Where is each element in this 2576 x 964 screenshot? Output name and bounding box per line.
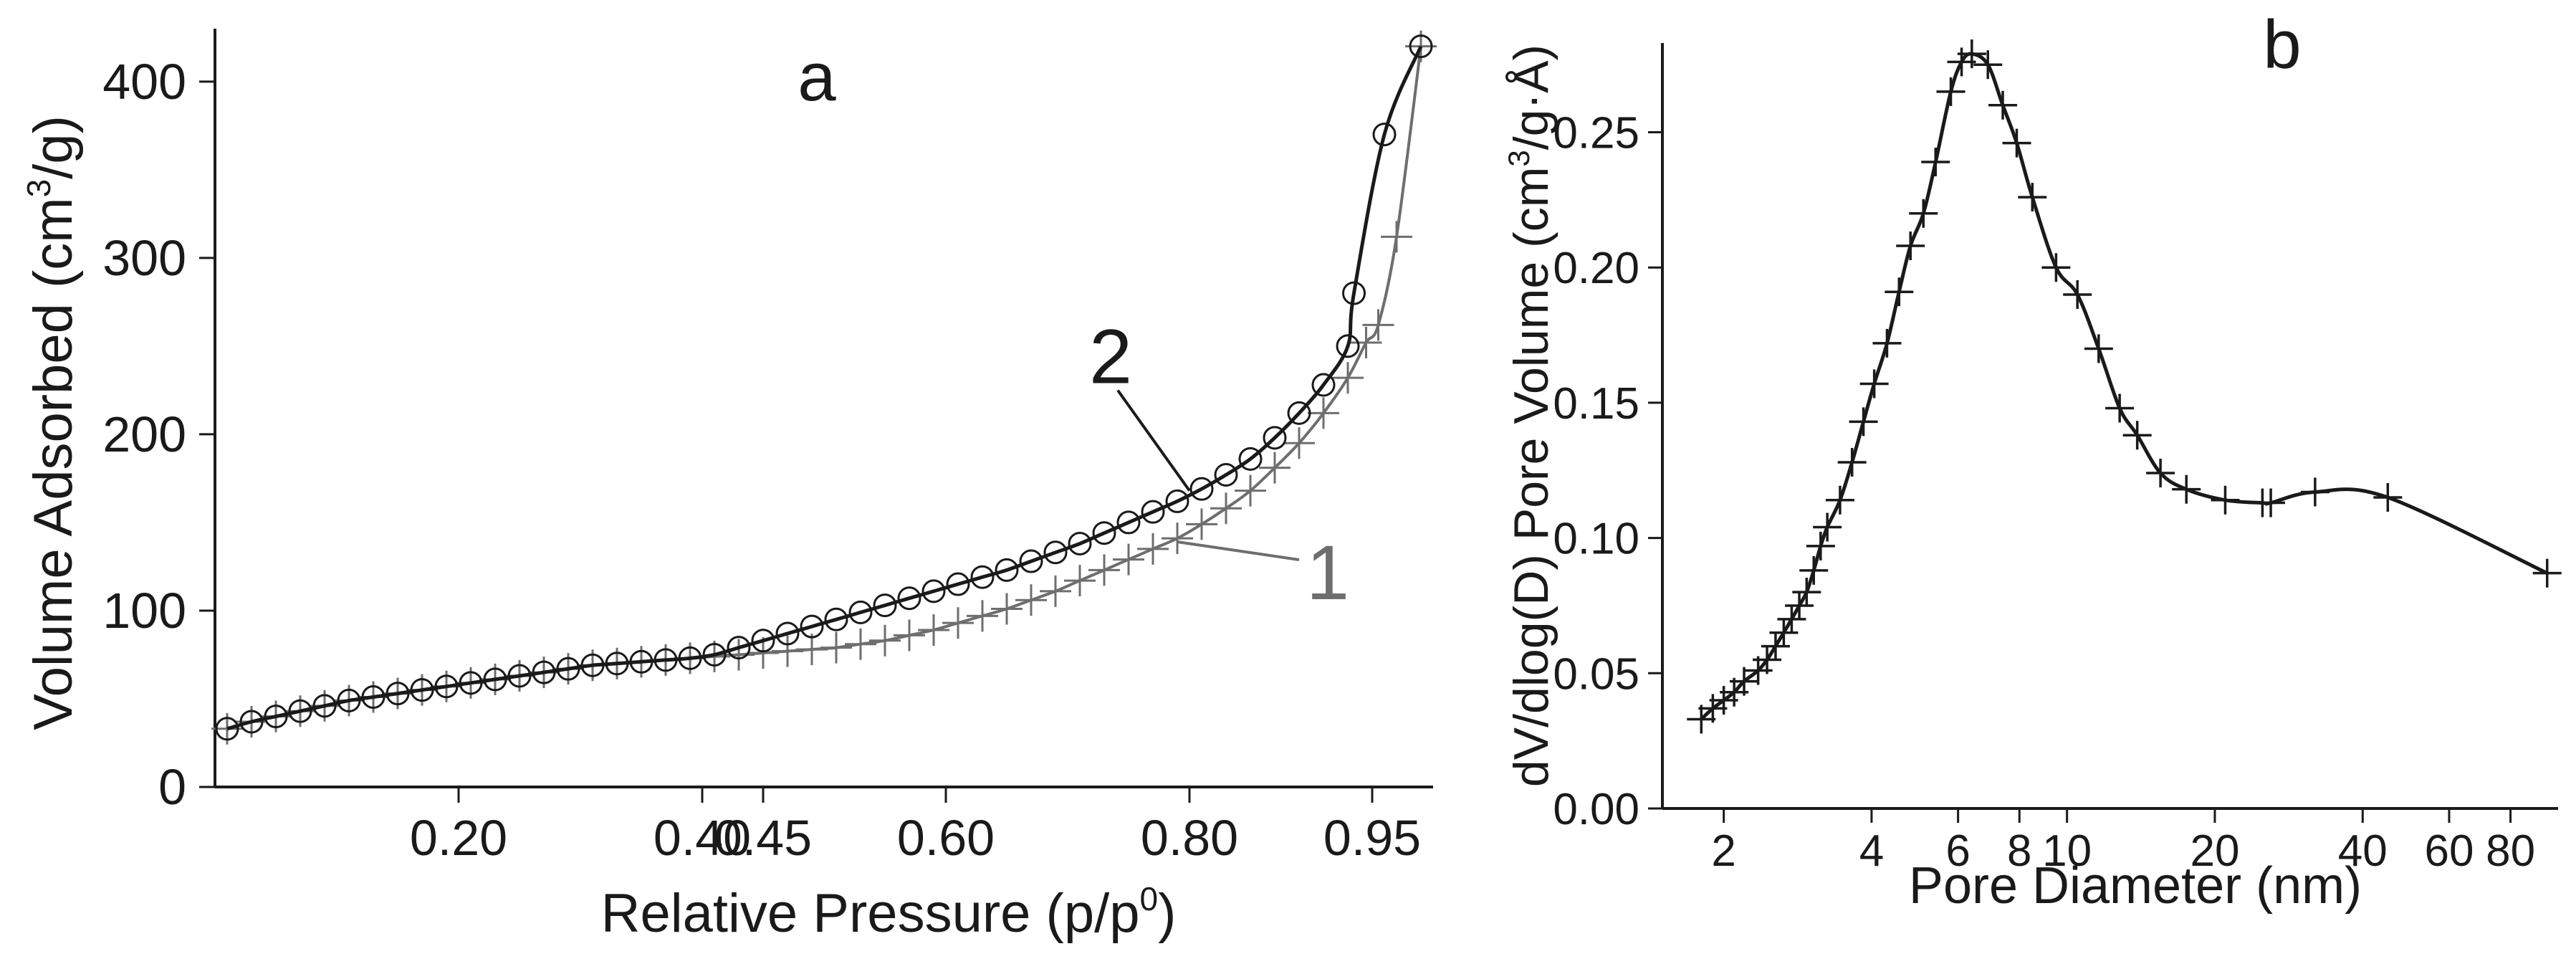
chart-a-series-2-point-21 xyxy=(727,636,751,660)
chart-a-series-2-line xyxy=(226,45,1423,731)
chart-a-series-2-point-42 xyxy=(1238,447,1263,471)
chart-a-series-2-point-13 xyxy=(532,660,556,684)
chart-b-panel-label: b xyxy=(2263,6,2301,83)
chart-b-x-tick-label-5: 20 xyxy=(2190,826,2239,876)
chart-a-series-2-point-49 xyxy=(1409,34,1433,59)
chart-a-series-2-point-5 xyxy=(337,688,361,712)
chart-a-series-1-line xyxy=(226,46,1422,730)
chart-a-series-2-point-47 xyxy=(1342,281,1366,305)
chart-a-annotation-2: 2 xyxy=(1089,313,1132,400)
chart-a-series-2-point-32 xyxy=(995,558,1019,582)
chart-a-series-2-point-12 xyxy=(507,664,532,688)
chart-b-x-tick-label-7: 60 xyxy=(2424,826,2474,876)
chart-b-x-tick-label-2: 6 xyxy=(1945,826,1970,876)
chart-a-series-2-point-22 xyxy=(751,629,775,653)
chart-b-xlabel: Pore Diameter (nm) xyxy=(1909,857,2362,915)
chart-a-series-2-point-46 xyxy=(1336,334,1360,358)
chart-a-series-2-point-4 xyxy=(312,694,337,718)
chart-b-series-PSD xyxy=(1687,39,2562,734)
chart-b-y-tick-label-4: 0.20 xyxy=(1553,244,1639,293)
chart-a-y-tick-label-0: 0 xyxy=(158,759,186,815)
chart-a-series-2-point-40 xyxy=(1189,477,1214,501)
chart-a-series-2-point-26 xyxy=(848,600,873,624)
chart-a-series-2-point-11 xyxy=(483,667,507,692)
chart-a-series-2-point-30 xyxy=(946,572,970,596)
chart-a-series-2-point-17 xyxy=(629,649,653,674)
chart-a-series-2-point-38 xyxy=(1141,500,1165,524)
chart-a-series-2-point-25 xyxy=(824,607,848,631)
chart-b-x-tick-label-6: 40 xyxy=(2338,826,2388,876)
chart-b-ylabel: dV/dlog(D) Pore Volume (cm3/g·Å) xyxy=(1502,44,1558,787)
chart-a-x-tick-label-4: 0.80 xyxy=(1141,810,1238,866)
chart-a-series-2-point-15 xyxy=(580,653,605,677)
chart-a-annotation-1: 1 xyxy=(1306,529,1349,616)
chart-a-series-2-point-1 xyxy=(239,710,264,734)
chart-a-series-2-point-37 xyxy=(1116,510,1141,535)
chart-b-y-tick-label-0: 0.00 xyxy=(1553,785,1639,834)
chart-b-y-tick-label-2: 0.10 xyxy=(1553,515,1639,564)
chart-a-series-2-point-48 xyxy=(1372,123,1397,147)
chart-b: 2 4 6 8 10 20 40 60 80 0.00 0.05 0.10 0.15 0.20 0.25 b… xyxy=(1502,6,2562,915)
chart-a-annotation-2-leader xyxy=(1116,389,1191,492)
chart-a-series-2-point-39 xyxy=(1165,489,1189,513)
chart-a-y-tick-label-3: 300 xyxy=(102,230,186,286)
chart-b-y-tick-label-5: 0.25 xyxy=(1553,109,1639,158)
chart-a-series-2-point-41 xyxy=(1214,462,1238,487)
chart-a-x-tick-label-1: 0.40 xyxy=(653,810,751,866)
chart-a-series-2-point-3 xyxy=(288,699,312,723)
chart-a-series-2-point-18 xyxy=(653,648,678,672)
chart-a-series-2 xyxy=(215,34,1433,741)
chart-a-series-2-point-10 xyxy=(459,671,483,695)
chart-a-xlabel: Relative Pressure (p/p0) xyxy=(601,880,1177,944)
chart-a-series-2-point-9 xyxy=(434,674,459,699)
chart-a-series-2-point-19 xyxy=(678,646,702,670)
chart-a-series-2-point-44 xyxy=(1287,401,1311,425)
chart-b-y-tick-label-3: 0.15 xyxy=(1553,379,1639,429)
chart-a-series-2-point-29 xyxy=(921,579,946,603)
chart-a-series-2-point-35 xyxy=(1068,531,1092,555)
chart-a-series-2-point-33 xyxy=(1019,549,1043,573)
chart-a-series-2-point-23 xyxy=(775,621,800,646)
chart-a-series-2-point-27 xyxy=(873,593,897,618)
chart-a-y-tick-label-2: 200 xyxy=(102,406,186,462)
chart-a-series-2-point-45 xyxy=(1311,373,1336,397)
chart-a-annotation-1-leader xyxy=(1177,540,1300,561)
chart-a-series-2-point-31 xyxy=(970,565,995,589)
chart-a-series-2-point-14 xyxy=(556,657,580,681)
chart-a-y-tick-label-1: 100 xyxy=(102,583,186,639)
chart-a-series-2-point-2 xyxy=(264,705,288,729)
chart-a-series-2-point-16 xyxy=(605,652,629,676)
chart-a-panel-label: a xyxy=(798,39,836,115)
chart-a-series-2-point-20 xyxy=(702,642,727,667)
chart-a-series-2-point-6 xyxy=(361,685,386,710)
chart-b-series-PSD-line xyxy=(1700,52,2548,721)
chart-a-series-2-point-24 xyxy=(800,614,824,639)
chart-a-x-tick-label-5: 0.95 xyxy=(1323,810,1421,866)
chart-b-x-tick-label-1: 4 xyxy=(1859,826,1884,876)
chart-b-x-tick-label-3: 8 xyxy=(2007,826,2031,876)
chart-a-series-2-point-34 xyxy=(1043,540,1068,565)
chart-a-series-2-point-28 xyxy=(897,586,921,611)
chart-a-series-2-point-0 xyxy=(215,717,239,741)
chart-a-series-2-point-36 xyxy=(1092,521,1116,545)
chart-a-x-tick-label-2: 0.45 xyxy=(714,810,812,866)
chart-b-x-tick-label-4: 10 xyxy=(2042,826,2092,876)
chart-b-x-tick-label-0: 2 xyxy=(1711,826,1735,876)
chart-a-y-tick-label-4: 400 xyxy=(102,54,186,110)
chart-a-series-1 xyxy=(211,30,1437,745)
chart-b-x-tick-label-8: 80 xyxy=(2486,826,2535,876)
chart-b-y-tick-label-1: 0.05 xyxy=(1553,649,1639,699)
chart-a-x-tick-label-0: 0.20 xyxy=(410,810,507,866)
chart-a-ylabel: Volume Adsorbed (cm3/g) xyxy=(20,115,84,730)
chart-a-series-2-point-7 xyxy=(386,682,410,706)
chart-a-series-2-point-8 xyxy=(410,678,434,702)
chart-a-series-2-point-43 xyxy=(1263,426,1287,450)
chart-a-x-tick-label-3: 0.60 xyxy=(897,810,995,866)
